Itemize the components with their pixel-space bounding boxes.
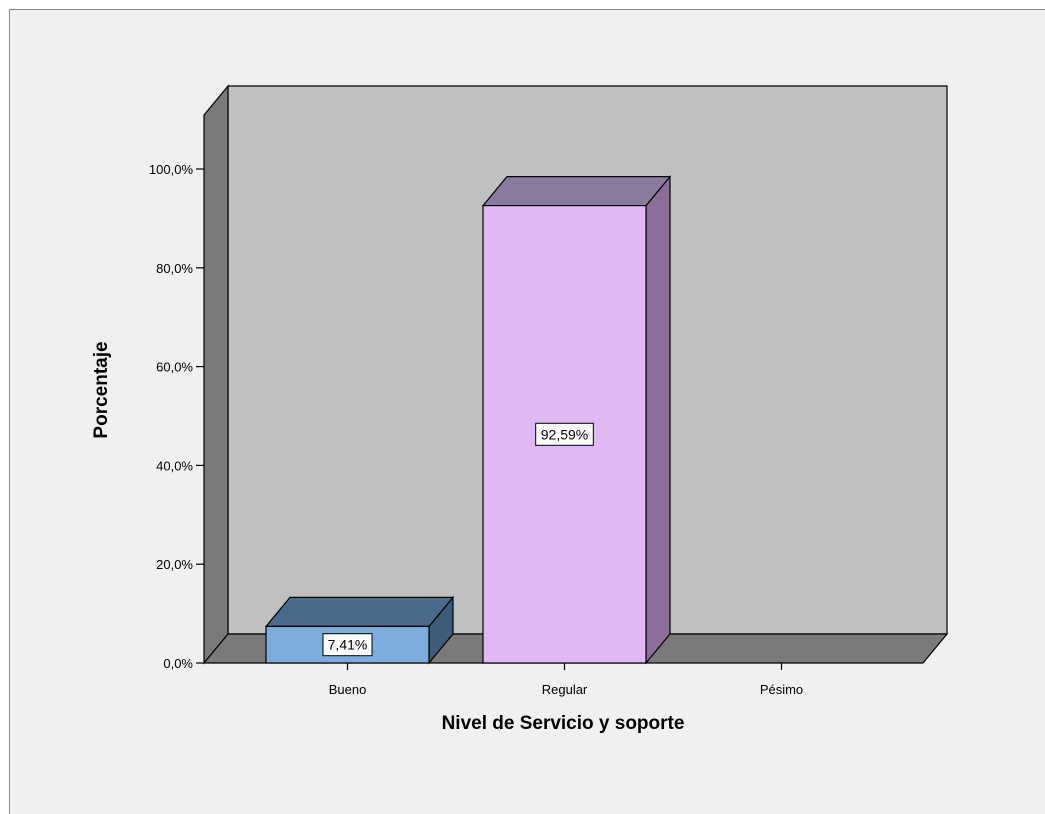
- data-label-box: [322, 633, 373, 657]
- bar-top: [264, 596, 455, 627]
- data-label-box: [535, 422, 594, 446]
- x-tick-label: Regular: [542, 682, 588, 697]
- x-tick-label: Pésimo: [760, 682, 803, 697]
- y-tick-label: 40,0%: [156, 458, 193, 473]
- x-axis-title: Nivel de Servicio y soporte: [442, 713, 685, 734]
- y-tick-label: 100,0%: [149, 162, 194, 177]
- y-axis-title: Porcentaje: [91, 341, 112, 438]
- bars: 7,41% 92,59%: [264, 174, 672, 665]
- y-tick-label: 0,0%: [163, 656, 193, 671]
- bar-side: [645, 174, 671, 665]
- y-tick-label: 80,0%: [156, 261, 193, 276]
- side-wall: [203, 84, 229, 665]
- x-axis: Bueno Regular Pésimo: [329, 663, 803, 697]
- y-tick-label: 60,0%: [156, 360, 193, 375]
- data-label: 7,41%: [328, 637, 368, 653]
- bar-top: [481, 176, 672, 207]
- y-tick-label: 20,0%: [156, 557, 193, 572]
- x-tick-label: Bueno: [329, 682, 367, 697]
- y-axis: 0,0% 20,0% 40,0% 60,0% 80,0% 100,0%: [149, 162, 204, 671]
- data-label: 92,59%: [541, 426, 588, 442]
